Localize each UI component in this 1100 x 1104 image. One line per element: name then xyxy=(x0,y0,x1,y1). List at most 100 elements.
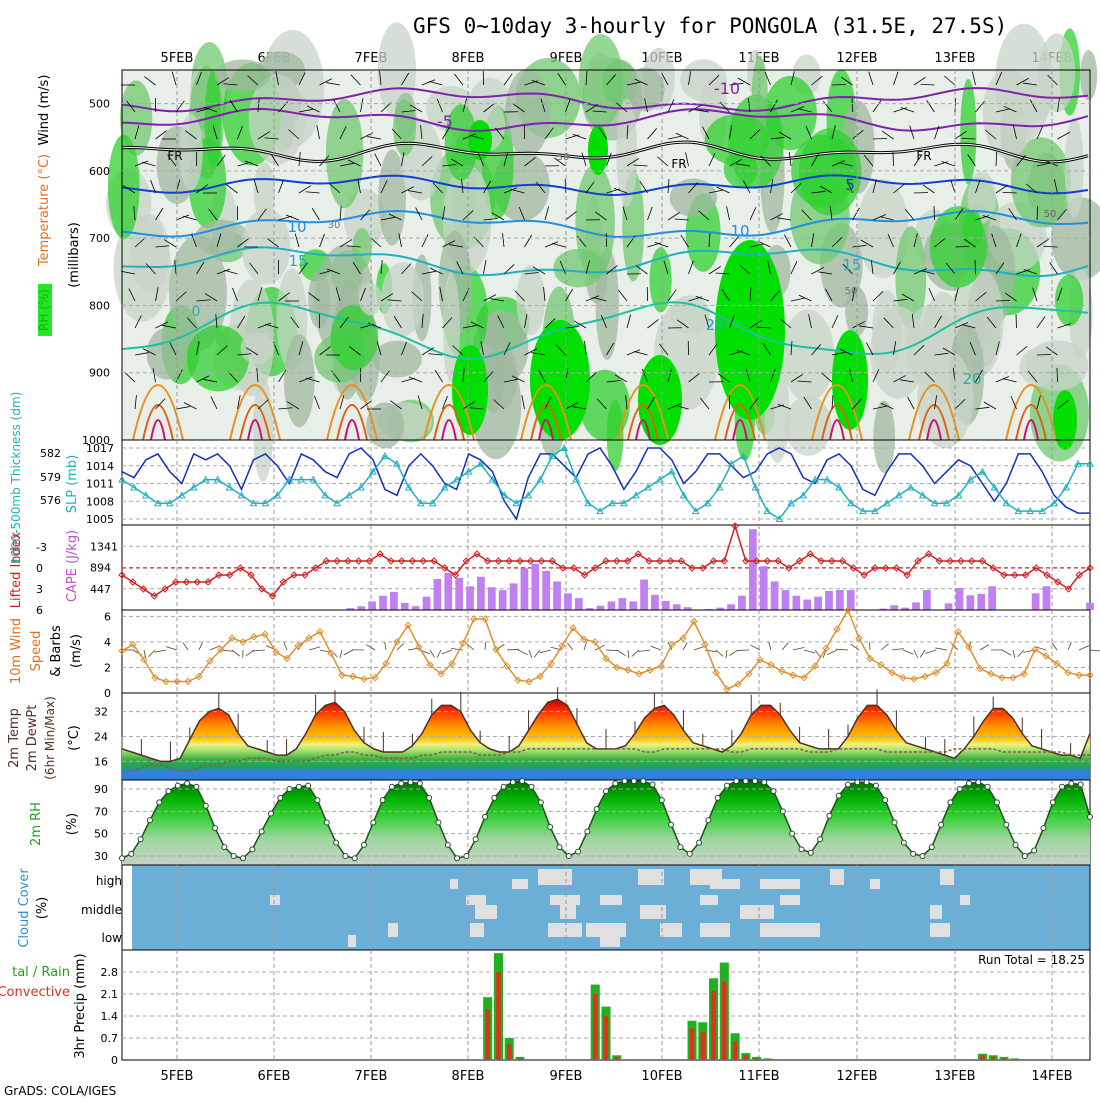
precip-convective-bar xyxy=(765,1059,770,1060)
cape-bar xyxy=(390,592,398,610)
rh2m-line-marker xyxy=(296,784,301,789)
wind10-barb xyxy=(892,649,904,650)
wind10-barb xyxy=(836,649,848,650)
precip-convective-bar xyxy=(690,1029,695,1060)
wind10-tick-label: 0 xyxy=(104,687,111,700)
precip-convective-bar xyxy=(1012,1059,1017,1060)
cape-bar xyxy=(771,581,779,610)
temp-axis-label-1: 2m Temp xyxy=(7,708,22,768)
rh2m-line-marker xyxy=(734,779,739,784)
cloud-block xyxy=(600,935,620,947)
cape-bar xyxy=(673,604,681,610)
cloud-block xyxy=(710,879,740,889)
cloud-block xyxy=(466,895,486,905)
cape-bar xyxy=(836,590,844,610)
cloud-block xyxy=(960,895,970,905)
cape-bar xyxy=(803,600,811,610)
rh2m-line-marker xyxy=(1032,848,1037,853)
wind10-barb xyxy=(442,650,452,654)
precip-convective-legend: Convective xyxy=(0,985,70,1000)
cape-bar xyxy=(738,596,746,610)
date-bottom-label: 14FEB xyxy=(1031,1069,1072,1084)
rh2m-line-marker xyxy=(892,820,897,825)
date-bottom-label: 11FEB xyxy=(738,1069,779,1084)
rh2m-line-marker xyxy=(818,837,823,842)
rh-patch xyxy=(1055,275,1083,327)
rh2m-line-marker xyxy=(213,826,218,831)
rh2m-line-marker xyxy=(743,779,748,784)
rh-patch xyxy=(1038,33,1075,112)
cape-bar xyxy=(510,583,518,610)
cloud-block xyxy=(638,869,664,885)
rh2m-line-marker xyxy=(250,847,255,852)
cape-bar xyxy=(477,577,485,610)
cape-bar xyxy=(1086,603,1094,610)
rh-patch xyxy=(1065,118,1084,219)
cape-bar xyxy=(368,601,376,610)
cloud-block xyxy=(586,923,626,937)
wind10-barb xyxy=(628,650,629,658)
cape-bar xyxy=(379,596,387,610)
precip-total-legend: tal / Rain xyxy=(12,965,70,980)
rh2m-tick-label: 30 xyxy=(94,850,108,863)
precip-convective-bar xyxy=(991,1057,996,1060)
cloud-block xyxy=(270,895,280,905)
date-bottom-label: 13FEB xyxy=(934,1069,975,1084)
rh2m-line-marker xyxy=(827,813,832,818)
cloud-block xyxy=(830,869,844,885)
rh2m-line-marker xyxy=(976,780,981,785)
cloud-level-label: high xyxy=(96,874,122,888)
wind10-barb xyxy=(827,650,837,655)
rh-high-patch xyxy=(588,125,608,175)
wind10-barb xyxy=(584,642,586,650)
rh2m-line-marker xyxy=(836,793,841,798)
cape-bar xyxy=(618,598,626,610)
contour-label: 20 xyxy=(705,316,724,334)
rh2m-line-marker xyxy=(846,782,851,787)
cape-bar xyxy=(1043,586,1051,610)
cape-bar xyxy=(629,601,637,610)
contour-label: 5 xyxy=(845,176,855,194)
cape-bar xyxy=(640,580,648,610)
rh2m-line-marker xyxy=(175,783,180,788)
temp-tick-label: 16 xyxy=(94,755,108,768)
rh2m-line-marker xyxy=(1022,854,1027,859)
precip-convective-bar xyxy=(701,1032,706,1060)
cloud-block xyxy=(538,869,572,885)
cloud-block xyxy=(870,879,880,889)
rh2m-line-marker xyxy=(948,800,953,805)
rh2m-line-marker xyxy=(529,784,534,789)
slp-tick-label: 1017 xyxy=(86,442,114,455)
contour-label: FR xyxy=(671,157,686,171)
run-total-label: Run Total = 18.25 xyxy=(978,953,1085,967)
wind10-barb xyxy=(437,650,441,658)
rh-patch xyxy=(352,228,371,269)
rh2m-line-marker xyxy=(166,789,171,794)
footer-credit: GrADS: COLA/IGES xyxy=(4,1084,116,1098)
wind10-barb xyxy=(903,650,913,654)
rh2m-line-marker xyxy=(520,779,525,784)
date-bottom-label: 10FEB xyxy=(641,1069,682,1084)
date-top-label: 12FEB xyxy=(836,51,877,66)
cloud-block xyxy=(475,905,497,919)
slp-tick-label: 1008 xyxy=(86,495,114,508)
rh2m-line-marker xyxy=(929,845,934,850)
cloud-level-label: low xyxy=(102,931,123,945)
cape-bar xyxy=(890,605,898,610)
cape-tick-label: 1341 xyxy=(90,540,118,553)
rh2m-line-marker xyxy=(706,818,711,823)
wind10-barb xyxy=(154,650,166,652)
cape-bar xyxy=(608,601,616,610)
wind10-barb xyxy=(632,650,639,656)
wind10-barb xyxy=(925,650,936,654)
cape-bar xyxy=(727,604,735,610)
cape-tick-label: 894 xyxy=(90,562,111,575)
rh2m-line-marker xyxy=(129,851,134,856)
rh2m-line-marker xyxy=(725,783,730,788)
lifted-index-tick-label: 0 xyxy=(36,562,43,575)
rh2m-axis-label: 2m RH xyxy=(29,802,44,846)
contour-label: 50 xyxy=(1044,209,1057,220)
rh2m-line-marker xyxy=(147,818,152,823)
rh-high-patch xyxy=(1053,390,1077,450)
contour-label: 0 xyxy=(192,304,201,320)
